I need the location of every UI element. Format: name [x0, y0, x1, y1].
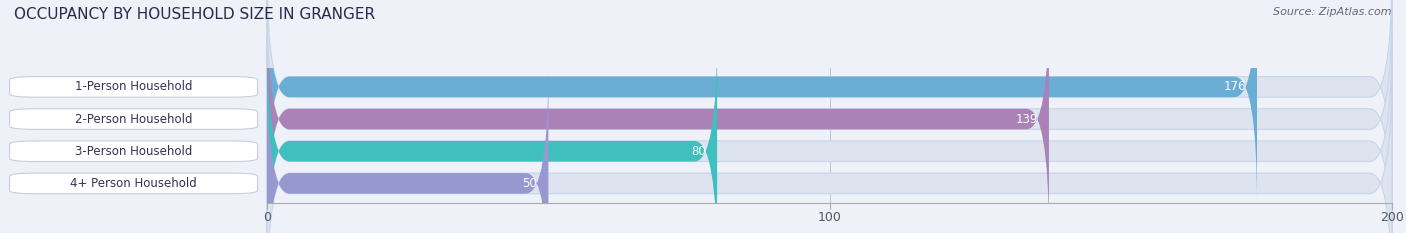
- Text: 4+ Person Household: 4+ Person Household: [70, 177, 197, 190]
- Text: 50: 50: [523, 177, 537, 190]
- Text: 3-Person Household: 3-Person Household: [75, 145, 193, 158]
- FancyBboxPatch shape: [267, 1, 1049, 233]
- Text: OCCUPANCY BY HOUSEHOLD SIZE IN GRANGER: OCCUPANCY BY HOUSEHOLD SIZE IN GRANGER: [14, 7, 375, 22]
- Text: 1-Person Household: 1-Person Household: [75, 80, 193, 93]
- FancyBboxPatch shape: [267, 65, 1392, 233]
- Text: Source: ZipAtlas.com: Source: ZipAtlas.com: [1274, 7, 1392, 17]
- FancyBboxPatch shape: [267, 33, 1392, 233]
- FancyBboxPatch shape: [267, 33, 717, 233]
- FancyBboxPatch shape: [10, 141, 257, 161]
- FancyBboxPatch shape: [267, 65, 548, 233]
- FancyBboxPatch shape: [10, 173, 257, 194]
- Text: 139: 139: [1015, 113, 1038, 126]
- FancyBboxPatch shape: [267, 0, 1257, 205]
- FancyBboxPatch shape: [10, 77, 257, 97]
- Text: 2-Person Household: 2-Person Household: [75, 113, 193, 126]
- Text: 176: 176: [1223, 80, 1246, 93]
- FancyBboxPatch shape: [267, 1, 1392, 233]
- FancyBboxPatch shape: [267, 0, 1392, 205]
- FancyBboxPatch shape: [10, 109, 257, 129]
- Text: 80: 80: [692, 145, 706, 158]
